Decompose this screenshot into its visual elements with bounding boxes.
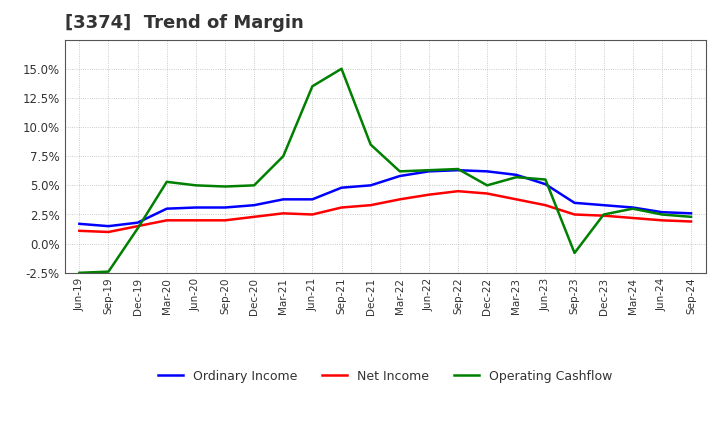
Net Income [337, 205, 346, 210]
Net Income [279, 211, 287, 216]
Net Income [133, 224, 142, 229]
Operating Cashflow [220, 184, 229, 189]
Ordinary Income [395, 173, 404, 179]
Ordinary Income [308, 197, 317, 202]
Ordinary Income [512, 172, 521, 177]
Operating Cashflow [454, 166, 462, 172]
Net Income [75, 228, 84, 234]
Line: Net Income: Net Income [79, 191, 691, 232]
Ordinary Income [104, 224, 113, 229]
Operating Cashflow [657, 212, 666, 217]
Ordinary Income [133, 220, 142, 225]
Ordinary Income [337, 185, 346, 191]
Net Income [308, 212, 317, 217]
Net Income [512, 197, 521, 202]
Operating Cashflow [570, 250, 579, 256]
Ordinary Income [599, 202, 608, 208]
Operating Cashflow [337, 66, 346, 71]
Operating Cashflow [279, 154, 287, 159]
Net Income [541, 202, 550, 208]
Net Income [220, 218, 229, 223]
Ordinary Income [279, 197, 287, 202]
Net Income [629, 215, 637, 220]
Operating Cashflow [75, 270, 84, 275]
Operating Cashflow [629, 206, 637, 211]
Ordinary Income [250, 202, 258, 208]
Operating Cashflow [133, 226, 142, 231]
Net Income [570, 212, 579, 217]
Net Income [599, 213, 608, 218]
Ordinary Income [220, 205, 229, 210]
Legend: Ordinary Income, Net Income, Operating Cashflow: Ordinary Income, Net Income, Operating C… [153, 365, 618, 388]
Ordinary Income [192, 205, 200, 210]
Net Income [687, 219, 696, 224]
Net Income [425, 192, 433, 197]
Operating Cashflow [192, 183, 200, 188]
Ordinary Income [657, 209, 666, 215]
Net Income [395, 197, 404, 202]
Ordinary Income [541, 182, 550, 187]
Net Income [163, 218, 171, 223]
Operating Cashflow [308, 84, 317, 89]
Net Income [483, 191, 492, 196]
Operating Cashflow [250, 183, 258, 188]
Operating Cashflow [163, 179, 171, 184]
Line: Operating Cashflow: Operating Cashflow [79, 69, 691, 273]
Ordinary Income [454, 168, 462, 173]
Operating Cashflow [599, 212, 608, 217]
Net Income [366, 202, 375, 208]
Ordinary Income [687, 211, 696, 216]
Ordinary Income [366, 183, 375, 188]
Ordinary Income [163, 206, 171, 211]
Operating Cashflow [512, 175, 521, 180]
Operating Cashflow [483, 183, 492, 188]
Net Income [454, 188, 462, 194]
Ordinary Income [629, 205, 637, 210]
Ordinary Income [483, 169, 492, 174]
Net Income [104, 229, 113, 235]
Operating Cashflow [425, 168, 433, 173]
Line: Ordinary Income: Ordinary Income [79, 170, 691, 226]
Net Income [250, 214, 258, 220]
Operating Cashflow [104, 269, 113, 274]
Operating Cashflow [687, 214, 696, 220]
Net Income [192, 218, 200, 223]
Operating Cashflow [366, 142, 375, 147]
Text: [3374]  Trend of Margin: [3374] Trend of Margin [65, 15, 304, 33]
Ordinary Income [75, 221, 84, 227]
Ordinary Income [425, 169, 433, 174]
Operating Cashflow [541, 177, 550, 182]
Net Income [657, 218, 666, 223]
Operating Cashflow [395, 169, 404, 174]
Ordinary Income [570, 200, 579, 205]
